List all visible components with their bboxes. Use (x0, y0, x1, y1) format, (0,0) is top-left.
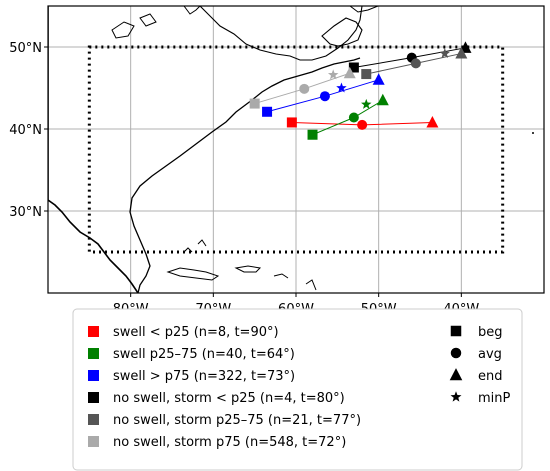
legend-swatch (88, 392, 99, 403)
series-1 (307, 93, 389, 140)
legend-label: no swell, storm < p25 (n=4, t=80°) (113, 391, 345, 406)
legend-swatch (88, 414, 99, 425)
legend-marker-label: beg (478, 325, 503, 340)
end-point (372, 73, 385, 85)
legend-marker-triangle (449, 368, 463, 381)
y-tick-label: 40°N (9, 123, 42, 138)
beg-point (307, 129, 318, 140)
legend-marker-square (450, 325, 462, 337)
legend-marker-label: minP (478, 391, 511, 406)
beg-point (286, 117, 297, 128)
legend-marker-star (450, 391, 462, 402)
end-point (455, 47, 468, 59)
legend-frame (72, 308, 523, 471)
legend-swatch (88, 436, 99, 447)
beg-point (249, 98, 260, 109)
end-point (376, 93, 389, 106)
axis-ticks: 80°W70°W60°W50°W40°W30°N40°N50°N (9, 41, 479, 317)
legend-label: no swell, storm p25–75 (n=21, t=77°) (113, 413, 361, 428)
minp-point (361, 98, 372, 109)
legend-swatch (88, 370, 99, 381)
gridlines (48, 6, 544, 293)
avg-point (319, 91, 330, 102)
legend-marker-label: end (478, 369, 503, 384)
legend-swatch (88, 326, 99, 337)
series-4 (361, 47, 468, 80)
y-tick-label: 50°N (9, 41, 42, 56)
legend-marker-circle (450, 347, 462, 359)
y-tick-label: 30°N (9, 205, 42, 220)
avg-point (348, 112, 359, 123)
legend-marker-label: avg (478, 347, 502, 362)
end-point (343, 66, 356, 79)
legend-label: swell > p75 (n=322, t=73°) (113, 369, 295, 384)
domain-box (87, 45, 505, 254)
legend: swell < p25 (n=8, t=90°) swell p25–75 (n=… (72, 308, 523, 471)
series-line (312, 99, 384, 136)
avg-point (299, 83, 310, 94)
end-point (426, 115, 439, 128)
legend-label: no swell, storm p75 (n=548, t=72°) (113, 435, 346, 450)
beg-point (361, 69, 372, 80)
legend-swatch (88, 348, 99, 359)
beg-point (262, 106, 273, 117)
legend-label: swell < p25 (n=8, t=90°) (113, 325, 279, 340)
series-0 (286, 115, 439, 130)
beg-point (348, 62, 359, 73)
minp-point (336, 82, 347, 93)
minp-point (327, 69, 339, 80)
legend-label: swell p25–75 (n=40, t=64°) (113, 347, 295, 362)
avg-point (357, 119, 368, 130)
series-2 (262, 73, 385, 117)
coastline (48, 6, 534, 293)
avg-point (410, 58, 421, 69)
series-layer (249, 41, 472, 140)
series-5 (249, 66, 356, 109)
minp-point (439, 48, 451, 59)
